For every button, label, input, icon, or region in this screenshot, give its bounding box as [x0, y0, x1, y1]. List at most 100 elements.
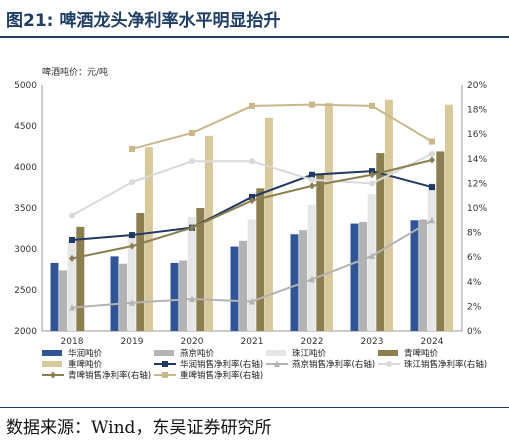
- bar-燕京吨价: [179, 260, 188, 331]
- bar-重啤吨价: [204, 135, 213, 331]
- source-note: 数据来源：Wind，东吴证券研究所: [6, 418, 272, 438]
- bar-青啤吨价: [316, 174, 325, 331]
- point-燕京销售净利率(右轴): [129, 299, 135, 306]
- point-华润销售净利率(右轴): [309, 171, 315, 178]
- point-珠江销售净利率(右轴): [429, 150, 435, 157]
- legend-label: 青啤销售净利率(右轴): [68, 370, 151, 381]
- figure-title-text: 啤酒龙头净利率水平明显抬升: [59, 11, 281, 31]
- point-青啤销售净利率(右轴): [129, 242, 135, 250]
- line-重啤销售净利率(右轴): [131, 103, 433, 150]
- bar-华润吨价: [110, 256, 119, 331]
- y-tick-label-left: 3500: [14, 204, 37, 214]
- title-rule: [0, 36, 509, 38]
- bar-华润吨价: [410, 220, 419, 331]
- bar-重啤吨价: [324, 103, 333, 331]
- bar-青啤吨价: [436, 151, 445, 331]
- point-珠江销售净利率(右轴): [189, 158, 195, 165]
- y-tick-label-left: 4500: [14, 122, 37, 132]
- y-tick-label-left: 3000: [14, 245, 37, 255]
- legend-swatch: [266, 350, 286, 356]
- bar-燕京吨价: [359, 221, 368, 331]
- point-青啤销售净利率(右轴): [369, 171, 375, 179]
- legend-swatch: [378, 350, 398, 356]
- figure-number: 图21:: [6, 11, 54, 31]
- legend-marker: [386, 361, 392, 367]
- legend-marker: [162, 372, 168, 378]
- bar-华润吨价: [290, 234, 299, 331]
- y-tick-label-right: 10%: [467, 204, 487, 214]
- point-珠江销售净利率(右轴): [129, 179, 135, 186]
- bar-重啤吨价: [444, 104, 453, 332]
- point-燕京销售净利率(右轴): [309, 275, 315, 283]
- point-燕京销售净利率(右轴): [429, 216, 435, 224]
- bar-青啤吨价: [136, 212, 145, 331]
- legend-label: 珠江吨价: [292, 348, 327, 359]
- x-tick-label: 2021: [241, 337, 264, 347]
- bar-华润吨价: [50, 262, 59, 331]
- bar-华润吨价: [230, 246, 239, 331]
- point-重啤销售净利率(右轴): [249, 102, 255, 109]
- y-tick-label-left: 2500: [14, 286, 37, 296]
- point-青啤销售净利率(右轴): [69, 254, 75, 262]
- x-tick-label: 2020: [181, 337, 204, 347]
- y-tick-label-right: 20%: [467, 81, 487, 91]
- point-重啤销售净利率(右轴): [309, 101, 315, 108]
- legend-marker: [162, 361, 168, 367]
- source-rule: [0, 407, 509, 408]
- point-华润销售净利率(右轴): [429, 184, 435, 191]
- bar-珠江吨价: [127, 235, 136, 331]
- point-青啤销售净利率(右轴): [429, 156, 435, 164]
- legend-label: 青啤吨价: [404, 348, 439, 359]
- bar-青啤吨价: [376, 153, 385, 331]
- point-珠江销售净利率(右轴): [369, 180, 375, 187]
- y-tick-label-right: 14%: [467, 155, 487, 165]
- y-tick-label-right: 0%: [467, 327, 482, 337]
- point-青啤销售净利率(右轴): [189, 224, 195, 232]
- x-tick-label: 2022: [301, 337, 324, 347]
- bar-燕京吨价: [59, 270, 68, 331]
- y-tick-label-right: 6%: [467, 253, 482, 263]
- y-tick-label-left: 2000: [14, 327, 37, 337]
- y-tick-label-right: 2%: [467, 302, 482, 312]
- point-珠江销售净利率(右轴): [309, 176, 315, 183]
- point-珠江销售净利率(右轴): [69, 212, 75, 219]
- legend-label: 重啤吨价: [68, 359, 103, 370]
- y-tick-label-right: 8%: [467, 229, 482, 239]
- point-华润销售净利率(右轴): [369, 168, 375, 175]
- point-华润销售净利率(右轴): [69, 236, 75, 243]
- y-tick-label-right: 12%: [467, 179, 487, 189]
- x-tick-label: 2023: [361, 337, 384, 347]
- point-重啤销售净利率(右轴): [129, 145, 135, 152]
- bar-珠江吨价: [367, 194, 376, 331]
- y-tick-label-right: 16%: [467, 130, 487, 140]
- x-tick-label: 2019: [121, 337, 144, 347]
- bar-重啤吨价: [384, 99, 393, 331]
- y-tick-label-left: 5000: [14, 81, 37, 91]
- legend-label: 珠江销售净利率(右轴): [404, 359, 487, 370]
- y-axis-title: 啤酒吨价：元/吨: [42, 66, 108, 78]
- bar-珠江吨价: [247, 219, 256, 331]
- chart-container: 2000 2500 3000 3500 4000 4500 5000 0% 2% 4% 6% 8% 10…: [0, 40, 509, 400]
- bar-华润吨价: [350, 223, 359, 331]
- point-重啤销售净利率(右轴): [369, 102, 375, 109]
- point-重啤销售净利率(右轴): [189, 129, 195, 136]
- point-燕京销售净利率(右轴): [189, 295, 195, 303]
- bar-燕京吨价: [419, 219, 428, 331]
- x-tick-label: 2024: [421, 337, 444, 347]
- bar-青啤吨价: [76, 226, 85, 331]
- legend-label: 重啤销售净利率(右轴): [180, 370, 263, 381]
- point-重啤销售净利率(右轴): [429, 138, 435, 145]
- point-华润销售净利率(右轴): [129, 232, 135, 239]
- y-tick-label-left: 4000: [14, 163, 37, 173]
- bar-青啤吨价: [196, 208, 205, 331]
- bar-珠江吨价: [187, 217, 196, 331]
- legend-swatch: [154, 350, 174, 356]
- legend-swatch: [42, 361, 62, 367]
- chart-svg: 2000 2500 3000 3500 4000 4500 5000 0% 2% 4% 6% 8% 10…: [14, 66, 487, 381]
- legend-label: 华润吨价: [68, 348, 103, 359]
- bar-珠江吨价: [427, 183, 436, 331]
- legend-label: 燕京销售净利率(右轴): [292, 359, 375, 370]
- figure-header: 图21: 啤酒龙头净利率水平明显抬升: [0, 0, 509, 40]
- figure-title: 图21: 啤酒龙头净利率水平明显抬升: [6, 6, 280, 31]
- bar-重啤吨价: [264, 117, 273, 331]
